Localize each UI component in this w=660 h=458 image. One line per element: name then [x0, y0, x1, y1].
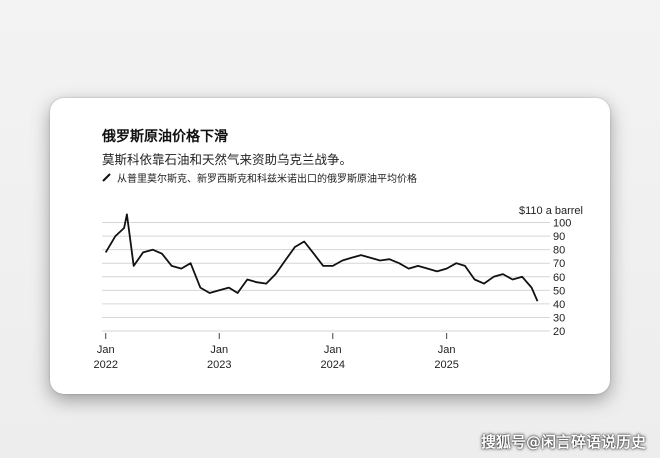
- legend-line-icon: [102, 173, 111, 182]
- x-tick-month-2025: Jan: [438, 344, 456, 356]
- chart-subtitle: 莫斯科依靠石油和天然气来资助乌克兰战争。: [102, 152, 353, 167]
- chart-card: 俄罗斯原油价格下滑 莫斯科依靠石油和天然气来资助乌克兰战争。 从普里莫尔斯克、新…: [50, 98, 610, 394]
- legend-label: 从普里莫尔斯克、新罗西斯克和科兹米诺出口的俄罗斯原油平均价格: [117, 174, 417, 185]
- y-tick-label-50: 50: [553, 285, 565, 297]
- y-unit-label: $110 a barrel: [519, 205, 583, 217]
- y-tick-label-90: 90: [553, 231, 565, 243]
- watermark: 搜狐号@闲言碎语说历史: [480, 433, 646, 451]
- x-tick-year-2022: 2022: [93, 359, 117, 371]
- y-tick-label-100: 100: [553, 218, 571, 230]
- y-tick-label-70: 70: [553, 258, 565, 270]
- y-tick-label-30: 30: [553, 312, 565, 324]
- y-tick-label-80: 80: [553, 245, 565, 257]
- x-tick-year-2023: 2023: [207, 359, 231, 371]
- y-tick-label-60: 60: [553, 272, 565, 284]
- legend: 从普里莫尔斯克、新罗西斯克和科兹米诺出口的俄罗斯原油平均价格: [102, 170, 417, 185]
- x-tick-year-2025: 2025: [434, 359, 458, 371]
- chart-title: 俄罗斯原油价格下滑: [102, 129, 228, 145]
- y-tick-label-40: 40: [553, 299, 565, 311]
- x-tick-month-2024: Jan: [324, 344, 342, 356]
- y-tick-label-20: 20: [553, 326, 565, 338]
- series-line-0: [104, 213, 539, 302]
- x-tick-month-2022: Jan: [97, 344, 115, 356]
- x-tick-month-2023: Jan: [210, 344, 228, 356]
- x-tick-year-2024: 2024: [321, 359, 345, 371]
